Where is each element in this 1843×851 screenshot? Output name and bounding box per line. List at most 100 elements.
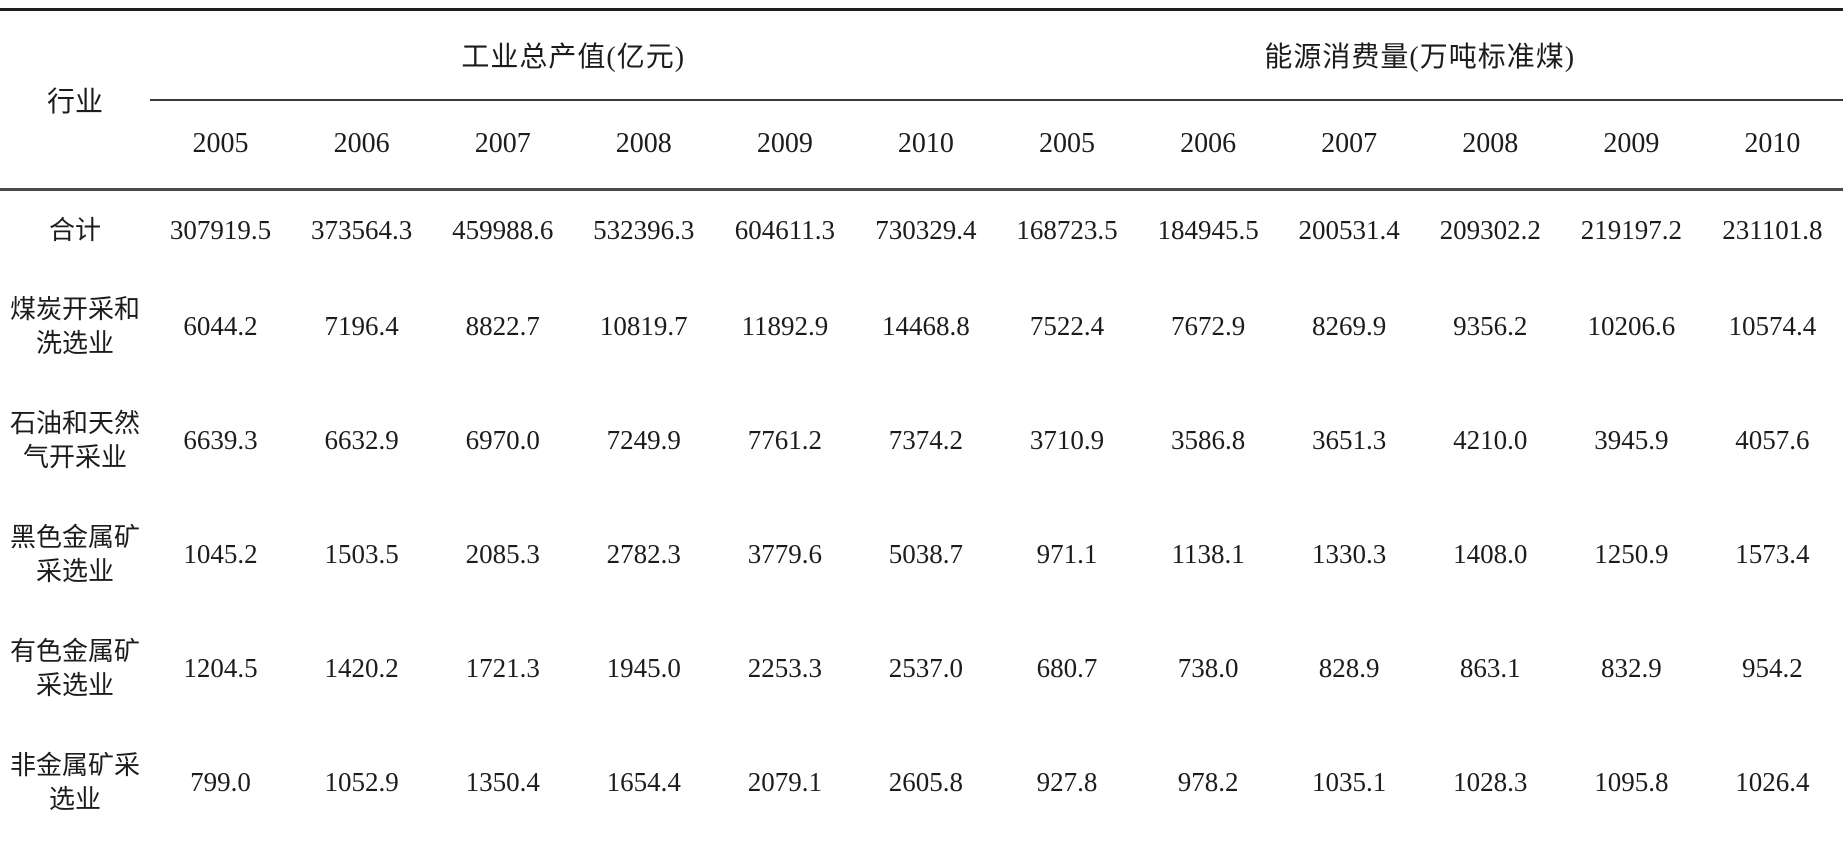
table-cell: 10574.4 (1728, 311, 1817, 341)
table-cell: 6632.9 (324, 425, 399, 455)
year-header: 2009 (714, 99, 856, 191)
table-cell: 8269.9 (1312, 311, 1387, 341)
table-cell: 1330.3 (1312, 539, 1387, 569)
table-cell: 1026.4 (1735, 767, 1810, 797)
table-cell: 11892.9 (741, 311, 829, 341)
table-cell: 3710.9 (1029, 425, 1105, 455)
table-cell: 7196.4 (324, 311, 399, 341)
table-cell: 2085.3 (465, 539, 540, 569)
table-cell: 2537.0 (888, 653, 964, 683)
group-header-energy-consumption: 能源消费量(万吨标准煤) (996, 9, 1843, 101)
table-cell: 1408.0 (1453, 539, 1528, 569)
year-header: 2005 (150, 99, 292, 191)
table-cell: 4210.0 (1453, 425, 1528, 455)
table-cell: 10206.6 (1587, 311, 1676, 341)
table-row: 黑色金属矿采选业 1045.2 1503.5 2085.3 2782.3 3779.6 50… (0, 498, 1843, 612)
table-cell: 832.9 (1600, 653, 1662, 683)
table-row: 合计 307919.5 373564.3 459988.6 532396.3 604611… (0, 190, 1843, 270)
table-cell: 1654.4 (606, 767, 681, 797)
table-cell: 6970.0 (465, 425, 540, 455)
year-header-row: 2005 2006 2007 2008 2009 2010 2005 2006 2007 2008… (0, 99, 1843, 191)
table-row: 煤炭开采和洗选业 6044.2 7196.4 8822.7 10819.7 11892.9… (0, 270, 1843, 384)
row-label-industry: 合计 (48, 215, 101, 245)
year-header: 2010 (1701, 99, 1843, 191)
table-cell: 1250.9 (1594, 539, 1669, 569)
table-cell: 954.2 (1742, 653, 1803, 683)
table-cell: 7672.9 (1170, 311, 1246, 341)
row-label-industry: 黑色金属矿采选业 (9, 523, 140, 586)
table-cell: 184945.5 (1157, 214, 1259, 245)
row-label-industry: 有色金属矿采选业 (9, 637, 140, 700)
year-header: 2005 (996, 99, 1138, 191)
year-header: 2006 (291, 99, 433, 191)
table-cell: 1573.4 (1735, 539, 1810, 569)
year-header: 2010 (855, 99, 997, 191)
table-cell: 168723.5 (1016, 214, 1118, 245)
table-cell: 3779.6 (747, 539, 822, 569)
table-cell: 863.1 (1459, 653, 1521, 683)
table-cell: 307919.5 (169, 214, 272, 245)
table-cell: 14468.8 (882, 311, 970, 341)
table-body: 合计 307919.5 373564.3 459988.6 532396.3 604611… (0, 190, 1843, 840)
row-label-industry: 煤炭开采和洗选业 (9, 295, 140, 358)
table-cell: 3945.9 (1594, 425, 1669, 455)
table-cell: 219197.2 (1580, 214, 1682, 245)
row-label-industry: 石油和天然气开采业 (9, 409, 140, 472)
table-cell: 8822.7 (465, 311, 540, 341)
table-cell: 978.2 (1177, 767, 1239, 797)
table-row: 石油和天然气开采业 6639.3 6632.9 6970.0 7249.9 7761.2 7… (0, 384, 1843, 498)
table-row: 有色金属矿采选业 1204.5 1420.2 1721.3 1945.0 2253.3 25… (0, 612, 1843, 726)
table-cell: 231101.8 (1722, 214, 1823, 245)
table-cell: 1420.2 (324, 653, 399, 683)
table-cell: 1095.8 (1594, 767, 1669, 797)
table-cell: 1035.1 (1312, 767, 1387, 797)
table-cell: 200531.4 (1298, 214, 1400, 245)
table-cell: 971.1 (1036, 539, 1098, 569)
table-cell: 7249.9 (606, 425, 681, 455)
table-cell: 680.7 (1036, 653, 1098, 683)
table-cell: 1028.3 (1453, 767, 1528, 797)
table-cell: 2253.3 (747, 653, 822, 683)
year-header: 2006 (1137, 99, 1279, 191)
table-cell: 2605.8 (888, 767, 964, 797)
table-cell: 6044.2 (183, 311, 258, 341)
table-cell: 7522.4 (1029, 311, 1105, 341)
table-cell: 6639.3 (183, 425, 258, 455)
table-cell: 1045.2 (183, 539, 258, 569)
year-header: 2007 (1278, 99, 1420, 191)
year-header: 2008 (573, 99, 715, 191)
table-cell: 10819.7 (599, 311, 688, 341)
group-header-row: 行业 工业总产值(亿元) 能源消费量(万吨标准煤) (0, 9, 1843, 191)
year-header: 2007 (432, 99, 574, 191)
table-cell: 730329.4 (875, 214, 977, 245)
table-cell: 1052.9 (324, 767, 399, 797)
table-cell: 1204.5 (183, 653, 258, 683)
group-header-industrial-output: 工业总产值(亿元) (150, 9, 997, 101)
table-cell: 604611.3 (734, 214, 835, 245)
table-cell: 1350.4 (465, 767, 540, 797)
table-cell: 5038.7 (888, 539, 964, 569)
table-cell: 2079.1 (747, 767, 822, 797)
table-cell: 7761.2 (747, 425, 822, 455)
table-cell: 3586.8 (1170, 425, 1246, 455)
table-cell: 532396.3 (593, 214, 695, 245)
table-cell: 4057.6 (1735, 425, 1810, 455)
table-cell: 459988.6 (452, 214, 554, 245)
row-label-industry: 非金属矿采选业 (9, 751, 140, 814)
table-cell: 373564.3 (310, 214, 413, 245)
table-cell: 209302.2 (1439, 214, 1541, 245)
year-header: 2009 (1560, 99, 1702, 191)
industry-statistics-table: 行业 工业总产值(亿元) 能源消费量(万吨标准煤) 2005 2006 2007 20… (0, 8, 1843, 840)
industry-column-header: 行业 (0, 9, 150, 191)
table-cell: 1138.1 (1171, 539, 1245, 569)
table-cell: 3651.3 (1312, 425, 1387, 455)
table-cell: 799.0 (190, 767, 251, 797)
table-cell: 7374.2 (888, 425, 964, 455)
table-row: 非金属矿采选业 799.0 1052.9 1350.4 1654.4 2079.1 2605… (0, 726, 1843, 840)
table-cell: 2782.3 (606, 539, 681, 569)
year-header: 2008 (1419, 99, 1561, 191)
table-cell: 1503.5 (324, 539, 399, 569)
table-cell: 927.8 (1036, 767, 1098, 797)
table-cell: 1721.3 (465, 653, 540, 683)
